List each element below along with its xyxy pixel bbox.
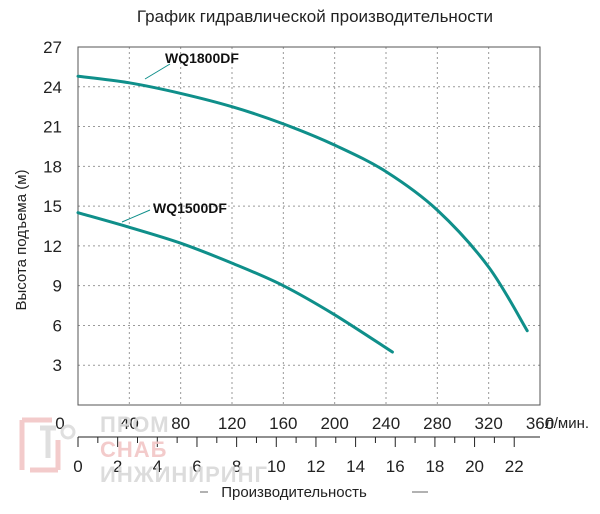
x-unit-label: л/мин. (545, 415, 589, 432)
watermark-line3: ИНЖИНИРИНГ (100, 462, 268, 487)
secondary-x-tick-label: 18 (425, 457, 444, 476)
secondary-x-tick-label: 14 (346, 457, 365, 476)
grid (78, 46, 541, 405)
x-tick-label: 320 (474, 414, 502, 433)
watermark-logo: ПРОМ СНАБ ИНЖИНИРИНГ (19, 412, 268, 487)
secondary-x-tick-label: 8 (232, 457, 241, 476)
y-tick-label: 21 (43, 118, 62, 137)
secondary-x-tick-label: 20 (465, 457, 484, 476)
chart-title: График гидравлической производительности (137, 7, 493, 26)
series-label: WQ1500DF (153, 200, 227, 216)
logo-mark (19, 417, 76, 473)
secondary-x-tick-label: 0 (73, 457, 82, 476)
y-tick-label: 12 (43, 237, 62, 256)
series: WQ1800DF WQ1500DF (76, 50, 529, 354)
secondary-x-tick-label: 22 (505, 457, 524, 476)
x-tick-label: 200 (320, 414, 348, 433)
x-tick-label: 40 (120, 414, 139, 433)
y-tick-label: 27 (43, 38, 62, 57)
y-tick-label: 18 (43, 157, 62, 176)
x-tick-label: 80 (171, 414, 190, 433)
series-label: WQ1800DF (165, 50, 239, 66)
secondary-x-tick-label: 12 (306, 457, 325, 476)
x-tick-label: 0 (55, 414, 64, 433)
y-tick-label: 9 (53, 277, 62, 296)
y-axis-label: Высота подъема (м) (13, 169, 30, 310)
x-tick-label: 240 (372, 414, 400, 433)
y-tick-label: 6 (53, 316, 62, 335)
watermark-line2: СНАБ (100, 437, 167, 462)
y-tick-label: 24 (43, 78, 62, 97)
watermark-line1: ПРОМ (100, 412, 170, 437)
secondary-x-axis-ticks: 0 2 4 6 8 10 12 14 16 18 20 22 (73, 437, 524, 476)
secondary-x-tick-label: 6 (192, 457, 201, 476)
x-tick-label: 360 (526, 414, 554, 433)
x-axis-label: Производительность (221, 484, 367, 501)
secondary-x-tick-label: 4 (153, 457, 162, 476)
y-tick-label: 3 (53, 356, 62, 375)
secondary-x-tick-label: 2 (113, 457, 122, 476)
secondary-x-tick-label: 10 (267, 457, 286, 476)
x-tick-label: 160 (269, 414, 297, 433)
series-line-wq1800df (76, 74, 529, 333)
series-leader-line (144, 63, 171, 80)
series-leader-line (121, 209, 151, 223)
x-tick-label: 280 (423, 414, 451, 433)
x-tick-label: 120 (218, 414, 246, 433)
series-line-wq1500df (76, 211, 394, 354)
y-axis-ticks: 3 6 9 12 15 18 21 24 27 (43, 38, 62, 375)
secondary-x-tick-label: 16 (386, 457, 405, 476)
x-axis-ticks: 0 40 80 120 160 200 240 280 320 360 (55, 414, 554, 433)
y-tick-label: 15 (43, 197, 62, 216)
plot-frame (77, 46, 541, 406)
